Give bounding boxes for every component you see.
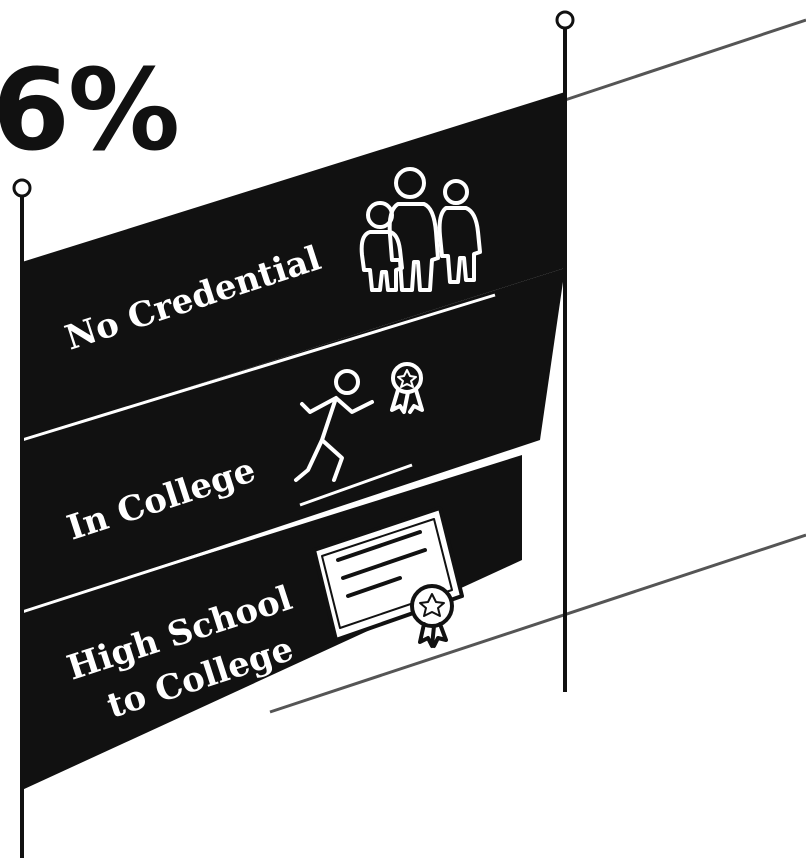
band-dark-mid (22, 268, 565, 612)
guide-line-upper (564, 18, 806, 102)
underline-in-college (299, 463, 413, 507)
right-pole-cap (555, 10, 575, 30)
percentage-headline: 6% (0, 46, 180, 176)
left-pole-cap (12, 178, 32, 198)
divider-line-2 (21, 446, 531, 614)
diploma-certificate-icon (312, 506, 464, 648)
running-person-award-icon (294, 362, 424, 482)
band-dark-top (22, 92, 565, 440)
divider-line-1 (21, 293, 496, 442)
family-group-icon (359, 167, 482, 292)
guide-line-lower (269, 533, 806, 714)
